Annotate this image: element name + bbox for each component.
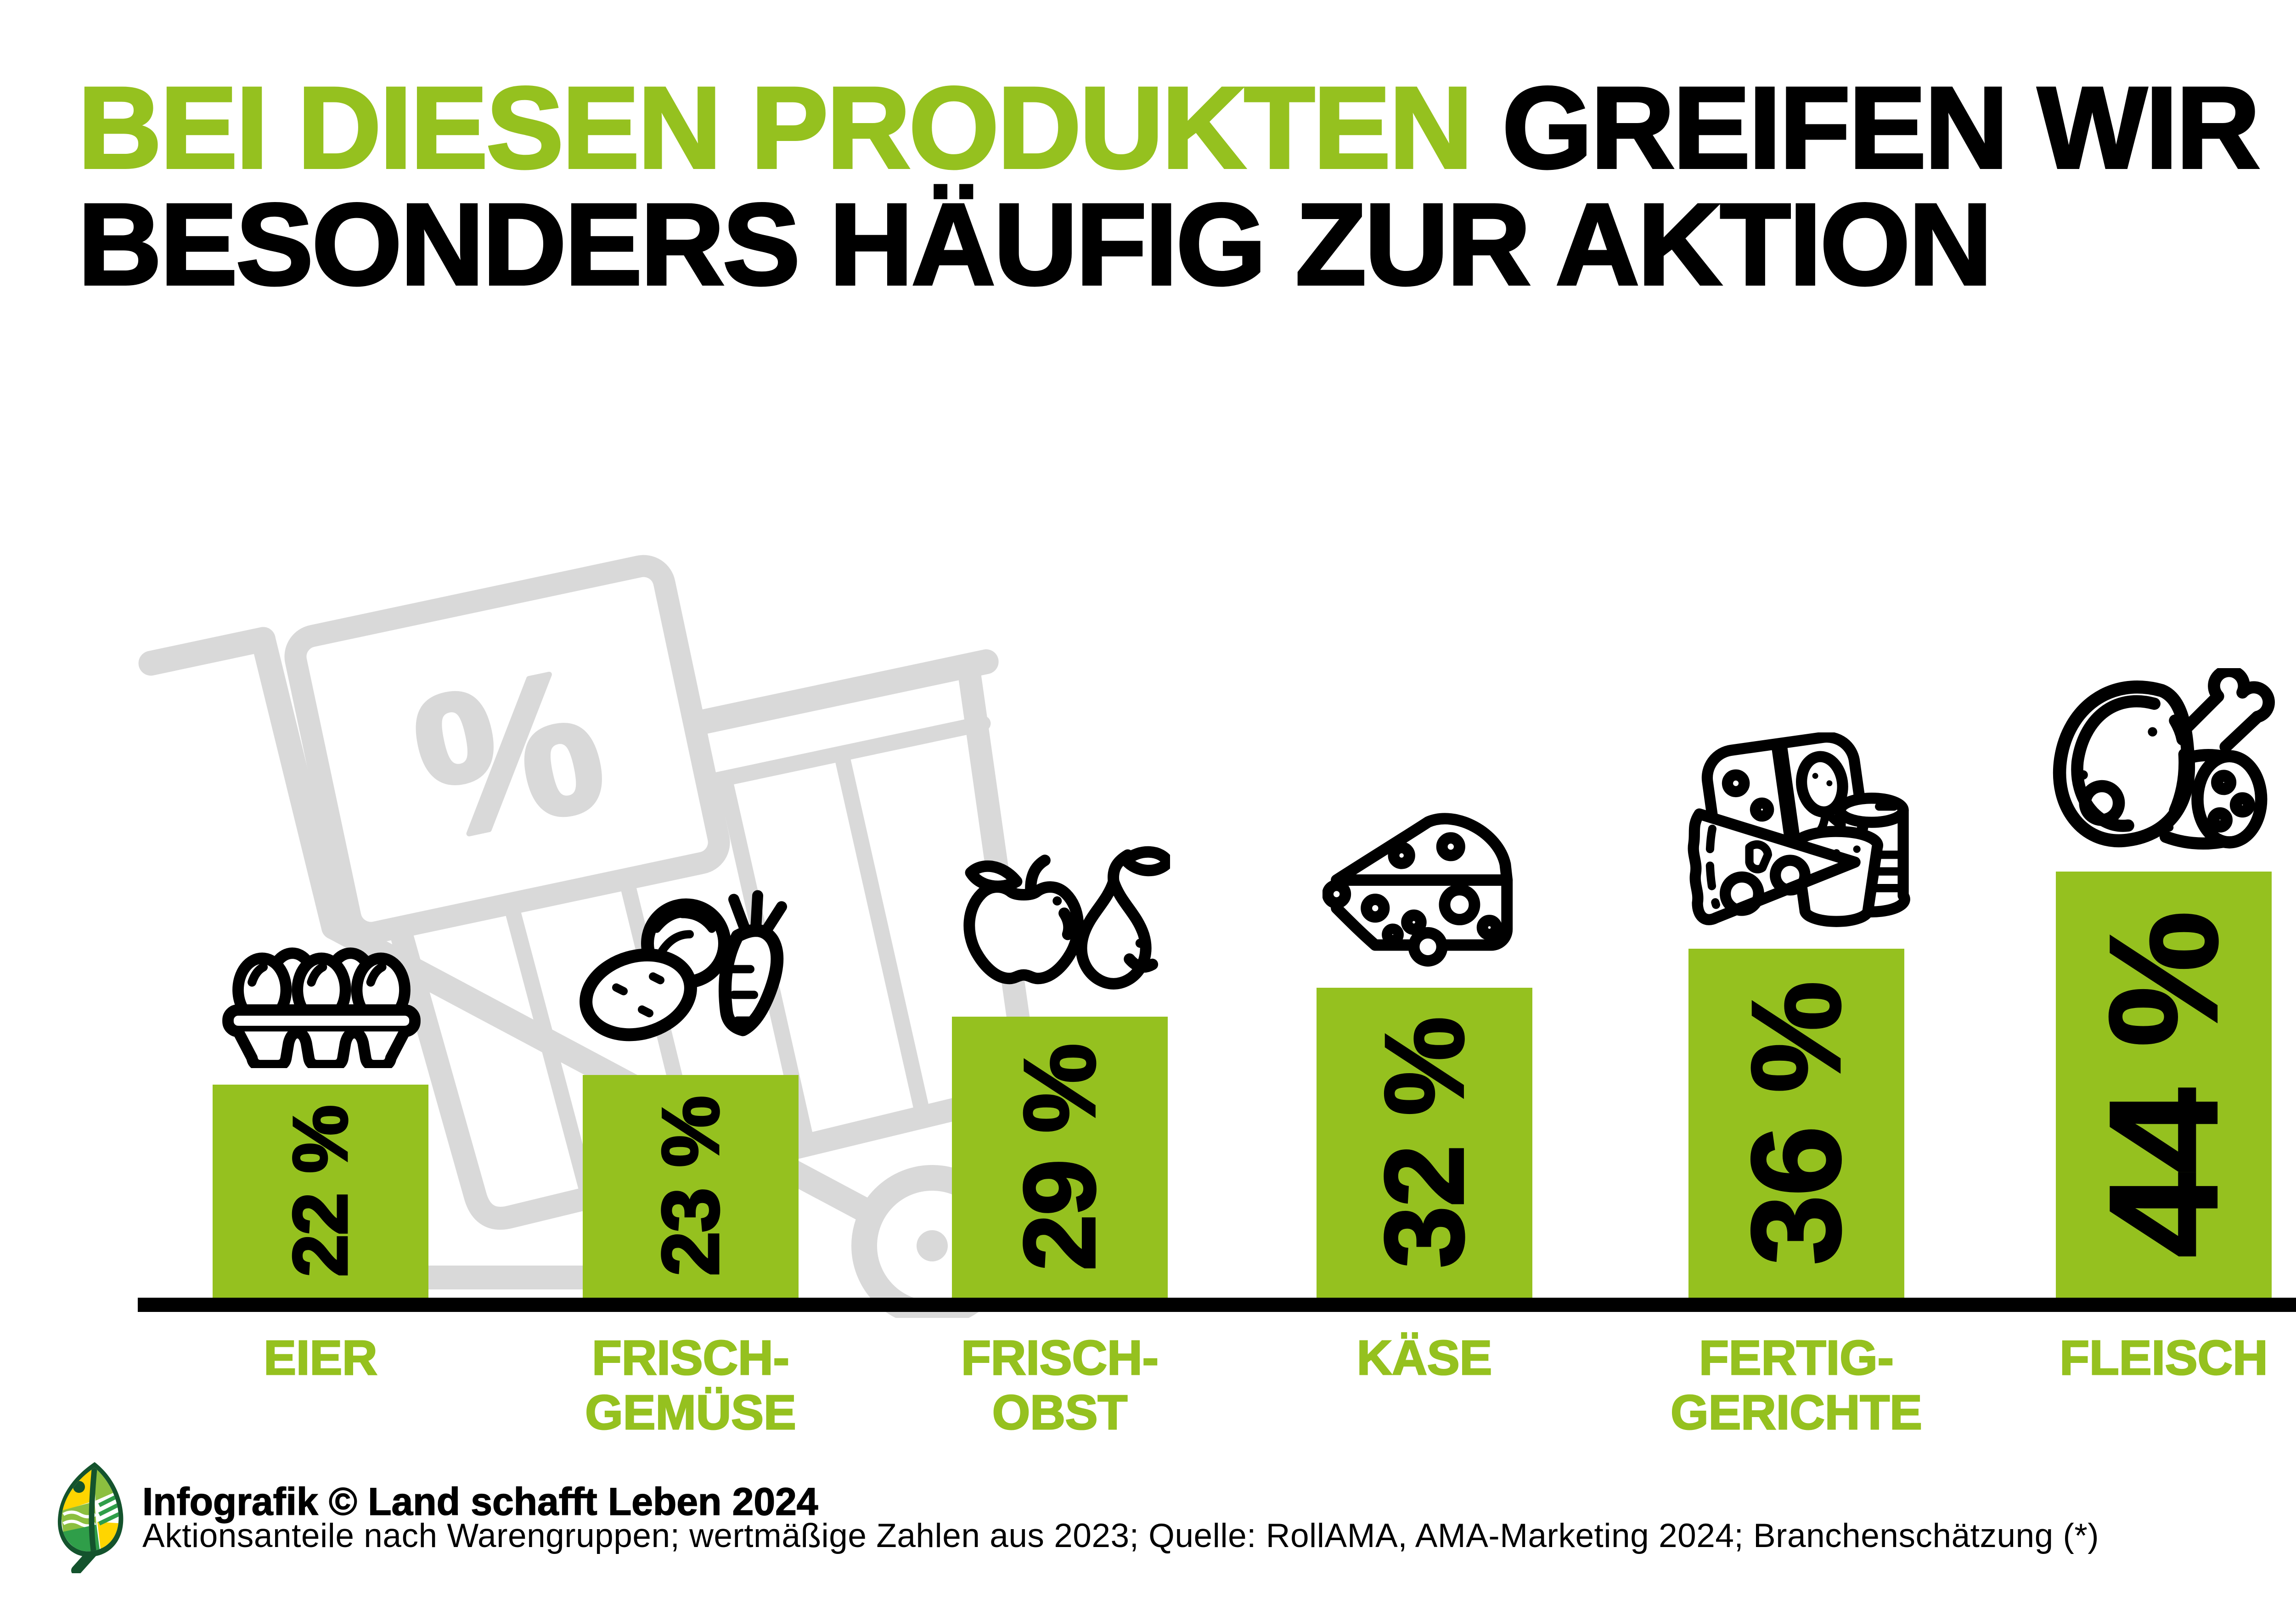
title-highlight: BEI DIESEN PRODUKTEN bbox=[77, 63, 1474, 192]
category-label-frischobst: FRISCH- OBST bbox=[961, 1330, 1159, 1441]
x-axis-line bbox=[138, 1298, 2296, 1312]
title-line-1: BEI DIESEN PRODUKTEN GREIFEN WIR bbox=[77, 68, 2261, 188]
egg-carton-icon bbox=[222, 947, 421, 1068]
category-label-fertiggerichte: FERTIG- GERICHTE bbox=[1670, 1330, 1923, 1441]
vegetables-icon bbox=[580, 890, 787, 1041]
meat-icon bbox=[2053, 668, 2275, 850]
bar-value-label: 29 % bbox=[1002, 1043, 1117, 1272]
category-label-eier: EIER bbox=[263, 1330, 378, 1386]
ready-meals-icon bbox=[1688, 732, 1910, 927]
bar-value-label: 22 % bbox=[276, 1104, 364, 1278]
category-label-fleisch: FLEISCH bbox=[2059, 1330, 2268, 1386]
shopping-cart-watermark-icon: % bbox=[138, 555, 1037, 1318]
land-schafft-leben-leaf-logo bbox=[57, 1462, 124, 1573]
title-line-2: BESONDERS HÄUFIG ZUR AKTION bbox=[77, 180, 1994, 309]
bar-kaese: 32 % bbox=[1317, 988, 1532, 1298]
cheese-icon bbox=[1322, 813, 1513, 967]
fruit-icon bbox=[963, 846, 1170, 990]
bar-frischobst: 29 % bbox=[952, 1017, 1168, 1298]
bar-frischgemuese: 23 % bbox=[583, 1075, 799, 1298]
bar-fleisch: 44 % bbox=[2056, 872, 2272, 1298]
category-label-frischgemuese: FRISCH- GEMÜSE bbox=[585, 1330, 797, 1441]
category-label-kaese: KÄSE bbox=[1356, 1330, 1493, 1386]
bar-value-label: 44 % bbox=[2077, 911, 2251, 1259]
title-rest: GREIFEN WIR bbox=[1471, 63, 2261, 192]
bar-value-label: 36 % bbox=[1725, 980, 1868, 1266]
bar-fertiggerichte: 36 % bbox=[1688, 949, 1904, 1298]
bar-value-label: 23 % bbox=[645, 1096, 737, 1277]
footer-source-note: Aktionsanteile nach Warengruppen; wertmä… bbox=[142, 1517, 2099, 1554]
bar-value-label: 32 % bbox=[1361, 1016, 1488, 1269]
footer-credit: Infografik © Land schafft Leben 2024 bbox=[142, 1480, 818, 1524]
bar-eier: 22 % bbox=[213, 1085, 428, 1298]
page-title: BEI DIESEN PRODUKTEN GREIFEN WIR BESONDE… bbox=[77, 68, 2261, 309]
